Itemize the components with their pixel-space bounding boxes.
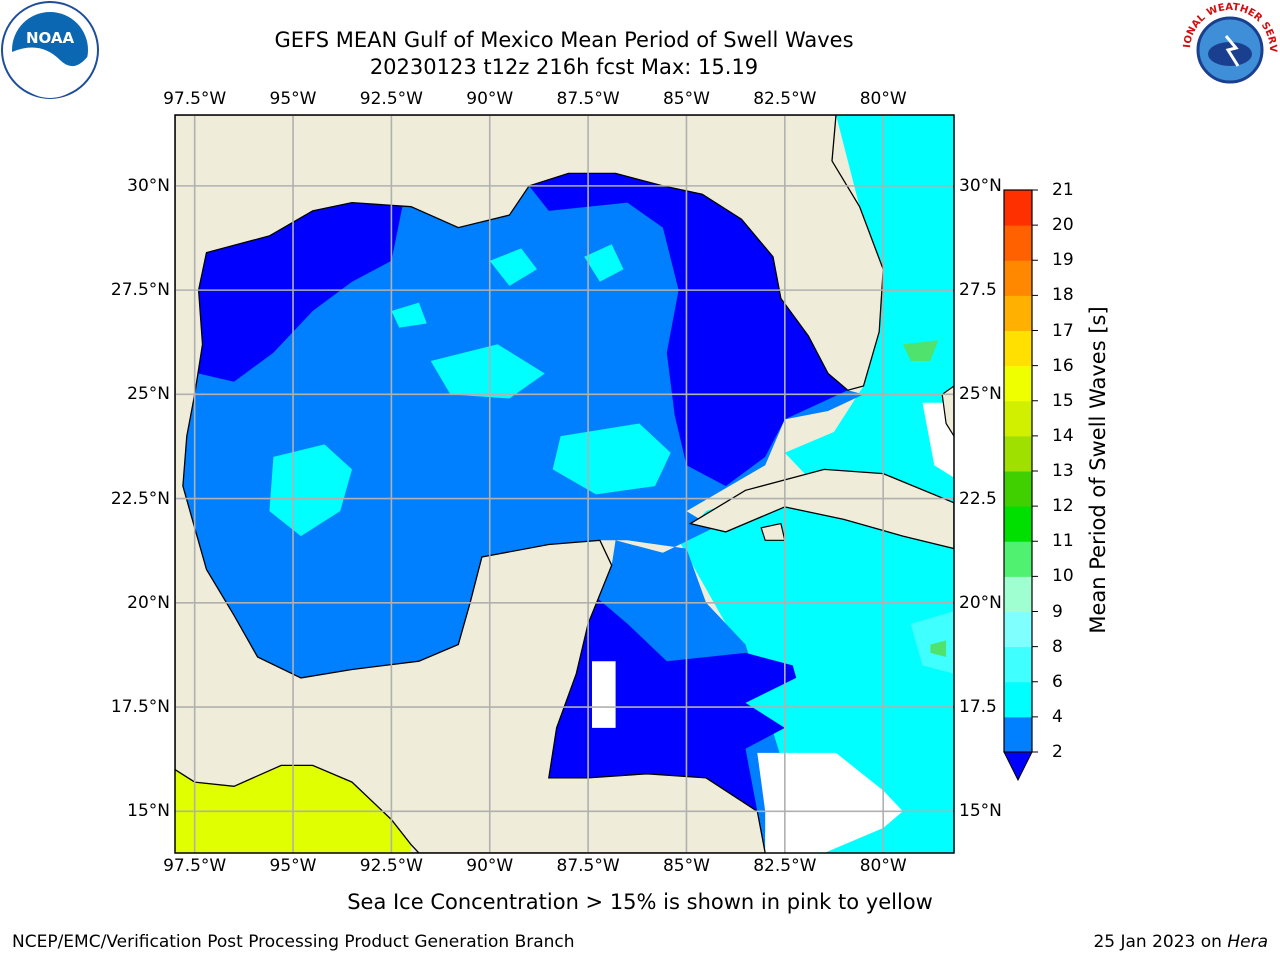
colorbar-segment xyxy=(1004,295,1032,331)
colorbar-segment xyxy=(1004,260,1032,296)
map-content xyxy=(175,115,954,853)
lon-tick-top: 90°W xyxy=(466,89,514,109)
lon-tick-bottom: 95°W xyxy=(269,856,317,876)
nw-gulf-low-swell xyxy=(198,202,404,382)
lon-tick-top: 80°W xyxy=(859,89,907,109)
ice-note: Sea Ice Concentration > 15% is shown in … xyxy=(347,890,933,914)
land-north-central-america xyxy=(175,115,884,853)
colorbar-segment xyxy=(1004,365,1032,402)
noaa-logo: NOAA xyxy=(1,1,99,99)
colorbar-tick-label: 6 xyxy=(1052,671,1063,692)
colorbar-segment xyxy=(1004,576,1032,612)
colorbar-tick-label: 18 xyxy=(1052,285,1074,306)
colorbar-segment xyxy=(1004,190,1032,226)
colorbar-segment xyxy=(1004,646,1032,683)
lat-tick-left: 25°N xyxy=(127,384,170,405)
colorbar-segment xyxy=(1004,471,1032,507)
lon-tick-top: 97.5°W xyxy=(163,89,227,109)
lon-tick-top: 92.5°W xyxy=(359,89,423,109)
no-data-area xyxy=(757,752,903,853)
colorbar-tick-label: 9 xyxy=(1052,601,1063,622)
colorbar-tick-label: 13 xyxy=(1052,461,1074,481)
swell-patch-4-6 xyxy=(552,423,671,495)
colorbar-segment xyxy=(1004,225,1032,261)
lat-tick-left: 30°N xyxy=(127,175,170,196)
colorbar-segment xyxy=(1004,506,1032,542)
land-bahamas xyxy=(941,385,954,438)
colorbar-segment xyxy=(1004,716,1032,753)
swell-patch-4-6 xyxy=(391,302,427,328)
lat-tick-left: 20°N xyxy=(127,592,170,613)
lat-tick-right: 20°N xyxy=(959,592,1002,613)
colorbar-tick-label: 4 xyxy=(1052,706,1063,727)
land-cuba xyxy=(688,468,954,550)
lat-tick-right: 17.5 xyxy=(959,697,997,718)
colorbar-tick-label: 16 xyxy=(1052,355,1074,376)
colorbar-segment xyxy=(1004,541,1032,577)
lat-tick-left: 27.5°N xyxy=(110,280,170,301)
colorbar-extend-arrow xyxy=(1003,751,1033,782)
colorbar-segment xyxy=(1004,611,1032,648)
swell-patch-4-6 xyxy=(269,444,352,537)
swell-patch-4-6 xyxy=(584,244,624,282)
swell-patch-4-6 xyxy=(489,248,537,286)
colorbar xyxy=(1003,189,1038,782)
date-text: 25 Jan 2023 on Hera xyxy=(1093,932,1268,952)
lat-tick-right: 22.5 xyxy=(959,488,997,509)
colorbar-segment xyxy=(1004,681,1032,718)
lat-tick-right: 30°N xyxy=(959,175,1002,196)
noaa-logo-text: NOAA xyxy=(26,29,75,47)
colorbar-tick-label: 15 xyxy=(1052,390,1074,411)
lon-tick-top: 87.5°W xyxy=(556,89,620,109)
colorbar-tick-label: 14 xyxy=(1052,425,1074,446)
lon-tick-bottom: 87.5°W xyxy=(556,856,620,876)
colorbar-title: Mean Period of Swell Waves [s] xyxy=(1086,306,1110,634)
lon-tick-bottom: 82.5°W xyxy=(753,856,817,876)
lat-tick-left: 22.5°N xyxy=(110,488,170,509)
lat-tick-right: 15°N xyxy=(959,801,1002,822)
lon-tick-top: 82.5°W xyxy=(753,89,817,109)
colorbar-tick-label: 2 xyxy=(1052,742,1063,762)
map-frame xyxy=(174,114,955,854)
date-value: 25 Jan 2023 on xyxy=(1093,932,1222,952)
caribbean-low-swell xyxy=(548,590,805,812)
lon-tick-bottom: 97.5°W xyxy=(163,856,227,876)
lat-tick-right: 27.5 xyxy=(959,280,997,301)
colorbar-segment xyxy=(1004,435,1032,472)
lat-tick-left: 17.5°N xyxy=(110,697,170,718)
caribbean-swell-4-6 xyxy=(686,536,954,728)
lon-tick-bottom: 92.5°W xyxy=(359,856,423,876)
colorbar-tick-label: 8 xyxy=(1052,636,1063,657)
colorbar-segment xyxy=(1004,400,1032,437)
caribbean-swell-6-8 xyxy=(910,611,954,674)
colorbar-tick-label: 20 xyxy=(1052,215,1074,236)
colorbar-tick-label: 10 xyxy=(1052,566,1074,587)
lon-tick-top: 85°W xyxy=(662,89,710,109)
lon-tick-bottom: 90°W xyxy=(466,856,514,876)
colorbar-tick-label: 21 xyxy=(1052,180,1074,200)
lat-tick-right: 25°N xyxy=(959,384,1002,405)
colorbar-segment xyxy=(1004,330,1032,367)
lon-tick-bottom: 85°W xyxy=(662,856,710,876)
colorbar-tick-label: 19 xyxy=(1052,250,1074,271)
no-data-belize xyxy=(592,661,616,728)
bahamas-swell-8-9 xyxy=(902,340,939,361)
colorbar-tick-label: 12 xyxy=(1052,496,1074,517)
nws-logo: NATIONAL WEATHER SERVICE xyxy=(1182,2,1278,98)
colorbar-tick-label: 11 xyxy=(1052,531,1074,552)
lon-tick-bottom: 80°W xyxy=(859,856,907,876)
lon-tick-top: 95°W xyxy=(269,89,317,109)
figure-subtitle: 20230123 t12z 216h fcst Max: 15.19 xyxy=(369,55,759,79)
figure-title: GEFS MEAN Gulf of Mexico Mean Period of … xyxy=(274,28,854,52)
map-area xyxy=(174,114,955,854)
credit-text: NCEP/EMC/Verification Post Processing Pr… xyxy=(12,932,575,952)
lat-tick-left: 15°N xyxy=(127,801,170,822)
caribbean-swell-8-9 xyxy=(930,640,947,657)
pacific-coastline xyxy=(175,764,420,853)
colorbar-tick-label: 17 xyxy=(1052,320,1074,341)
date-host: Hera xyxy=(1227,932,1268,952)
swell-patch-4-6 xyxy=(430,344,545,399)
